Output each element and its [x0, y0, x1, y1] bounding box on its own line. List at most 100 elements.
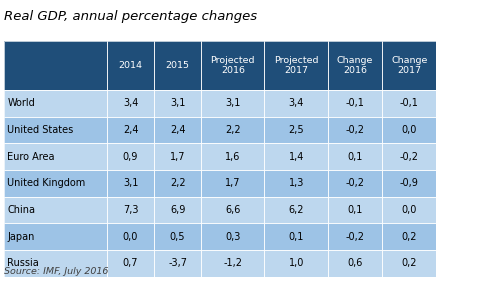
Bar — [264, 250, 328, 277]
Bar — [382, 41, 436, 90]
Text: 2,4: 2,4 — [170, 125, 185, 135]
Bar — [264, 250, 328, 277]
Bar — [264, 223, 328, 250]
Bar — [201, 170, 264, 197]
Bar — [382, 197, 436, 223]
Bar — [264, 117, 328, 143]
Bar — [382, 117, 436, 143]
Bar — [382, 170, 436, 197]
Bar — [201, 41, 264, 90]
Bar — [264, 170, 328, 197]
Bar — [382, 143, 436, 170]
Bar — [107, 170, 154, 197]
Bar — [4, 223, 107, 250]
Bar — [107, 170, 154, 197]
Text: 3,4: 3,4 — [288, 98, 304, 108]
Text: 6,2: 6,2 — [288, 205, 304, 215]
Bar — [382, 250, 436, 277]
Text: 7,3: 7,3 — [123, 205, 138, 215]
Bar — [201, 90, 264, 117]
Bar — [107, 250, 154, 277]
Text: -0,9: -0,9 — [400, 178, 419, 188]
Text: 6,6: 6,6 — [225, 205, 240, 215]
Text: 0,1: 0,1 — [288, 232, 304, 242]
Text: Change
2016: Change 2016 — [337, 56, 373, 75]
Text: 1,6: 1,6 — [225, 152, 240, 162]
Text: -0,2: -0,2 — [346, 125, 364, 135]
Bar — [4, 117, 107, 143]
Bar — [107, 143, 154, 170]
Bar — [4, 41, 107, 90]
Text: 2,5: 2,5 — [288, 125, 304, 135]
Bar — [264, 41, 328, 90]
Bar — [154, 170, 201, 197]
Text: 0,5: 0,5 — [170, 232, 185, 242]
Bar — [382, 143, 436, 170]
Bar — [107, 197, 154, 223]
Bar — [107, 90, 154, 117]
Bar — [201, 197, 264, 223]
Text: 1,3: 1,3 — [288, 178, 304, 188]
Bar — [154, 250, 201, 277]
Bar — [382, 117, 436, 143]
Text: 0,7: 0,7 — [123, 259, 138, 268]
Text: United States: United States — [7, 125, 73, 135]
Bar — [328, 90, 382, 117]
Bar — [107, 197, 154, 223]
Bar — [264, 41, 328, 90]
Bar — [264, 197, 328, 223]
Text: Japan: Japan — [7, 232, 35, 242]
Text: Projected
2016: Projected 2016 — [211, 56, 255, 75]
Text: Euro Area: Euro Area — [7, 152, 55, 162]
Bar — [154, 197, 201, 223]
Bar — [382, 223, 436, 250]
Bar — [264, 143, 328, 170]
Bar — [264, 170, 328, 197]
Text: 0,1: 0,1 — [347, 152, 363, 162]
Text: 0,2: 0,2 — [401, 259, 417, 268]
Text: -0,2: -0,2 — [346, 232, 364, 242]
Bar — [4, 90, 107, 117]
Bar — [107, 143, 154, 170]
Text: Real GDP, annual percentage changes: Real GDP, annual percentage changes — [4, 10, 257, 23]
Bar — [201, 250, 264, 277]
Bar — [107, 117, 154, 143]
Bar — [264, 143, 328, 170]
Bar — [154, 117, 201, 143]
Bar — [154, 90, 201, 117]
Bar — [4, 170, 107, 197]
Bar — [107, 117, 154, 143]
Bar — [382, 90, 436, 117]
Bar — [328, 143, 382, 170]
Bar — [328, 170, 382, 197]
Text: -0,1: -0,1 — [400, 98, 419, 108]
Bar — [201, 117, 264, 143]
Text: 0,2: 0,2 — [401, 232, 417, 242]
Text: 1,0: 1,0 — [288, 259, 304, 268]
Bar — [4, 90, 107, 117]
Bar — [4, 41, 107, 90]
Bar — [264, 197, 328, 223]
Bar — [328, 250, 382, 277]
Text: -0,2: -0,2 — [346, 178, 364, 188]
Text: 2,2: 2,2 — [170, 178, 185, 188]
Bar — [4, 170, 107, 197]
Bar — [154, 41, 201, 90]
Bar — [328, 143, 382, 170]
Bar — [107, 41, 154, 90]
Text: 1,7: 1,7 — [225, 178, 240, 188]
Text: 3,1: 3,1 — [170, 98, 185, 108]
Text: 3,1: 3,1 — [123, 178, 138, 188]
Text: 3,4: 3,4 — [123, 98, 138, 108]
Bar — [328, 223, 382, 250]
Bar — [107, 90, 154, 117]
Bar — [4, 143, 107, 170]
Text: 3,1: 3,1 — [225, 98, 240, 108]
Text: Source: IMF, July 2016: Source: IMF, July 2016 — [4, 267, 108, 276]
Bar — [154, 117, 201, 143]
Bar — [201, 223, 264, 250]
Text: -0,2: -0,2 — [400, 152, 419, 162]
Bar — [4, 250, 107, 277]
Bar — [328, 41, 382, 90]
Bar — [154, 90, 201, 117]
